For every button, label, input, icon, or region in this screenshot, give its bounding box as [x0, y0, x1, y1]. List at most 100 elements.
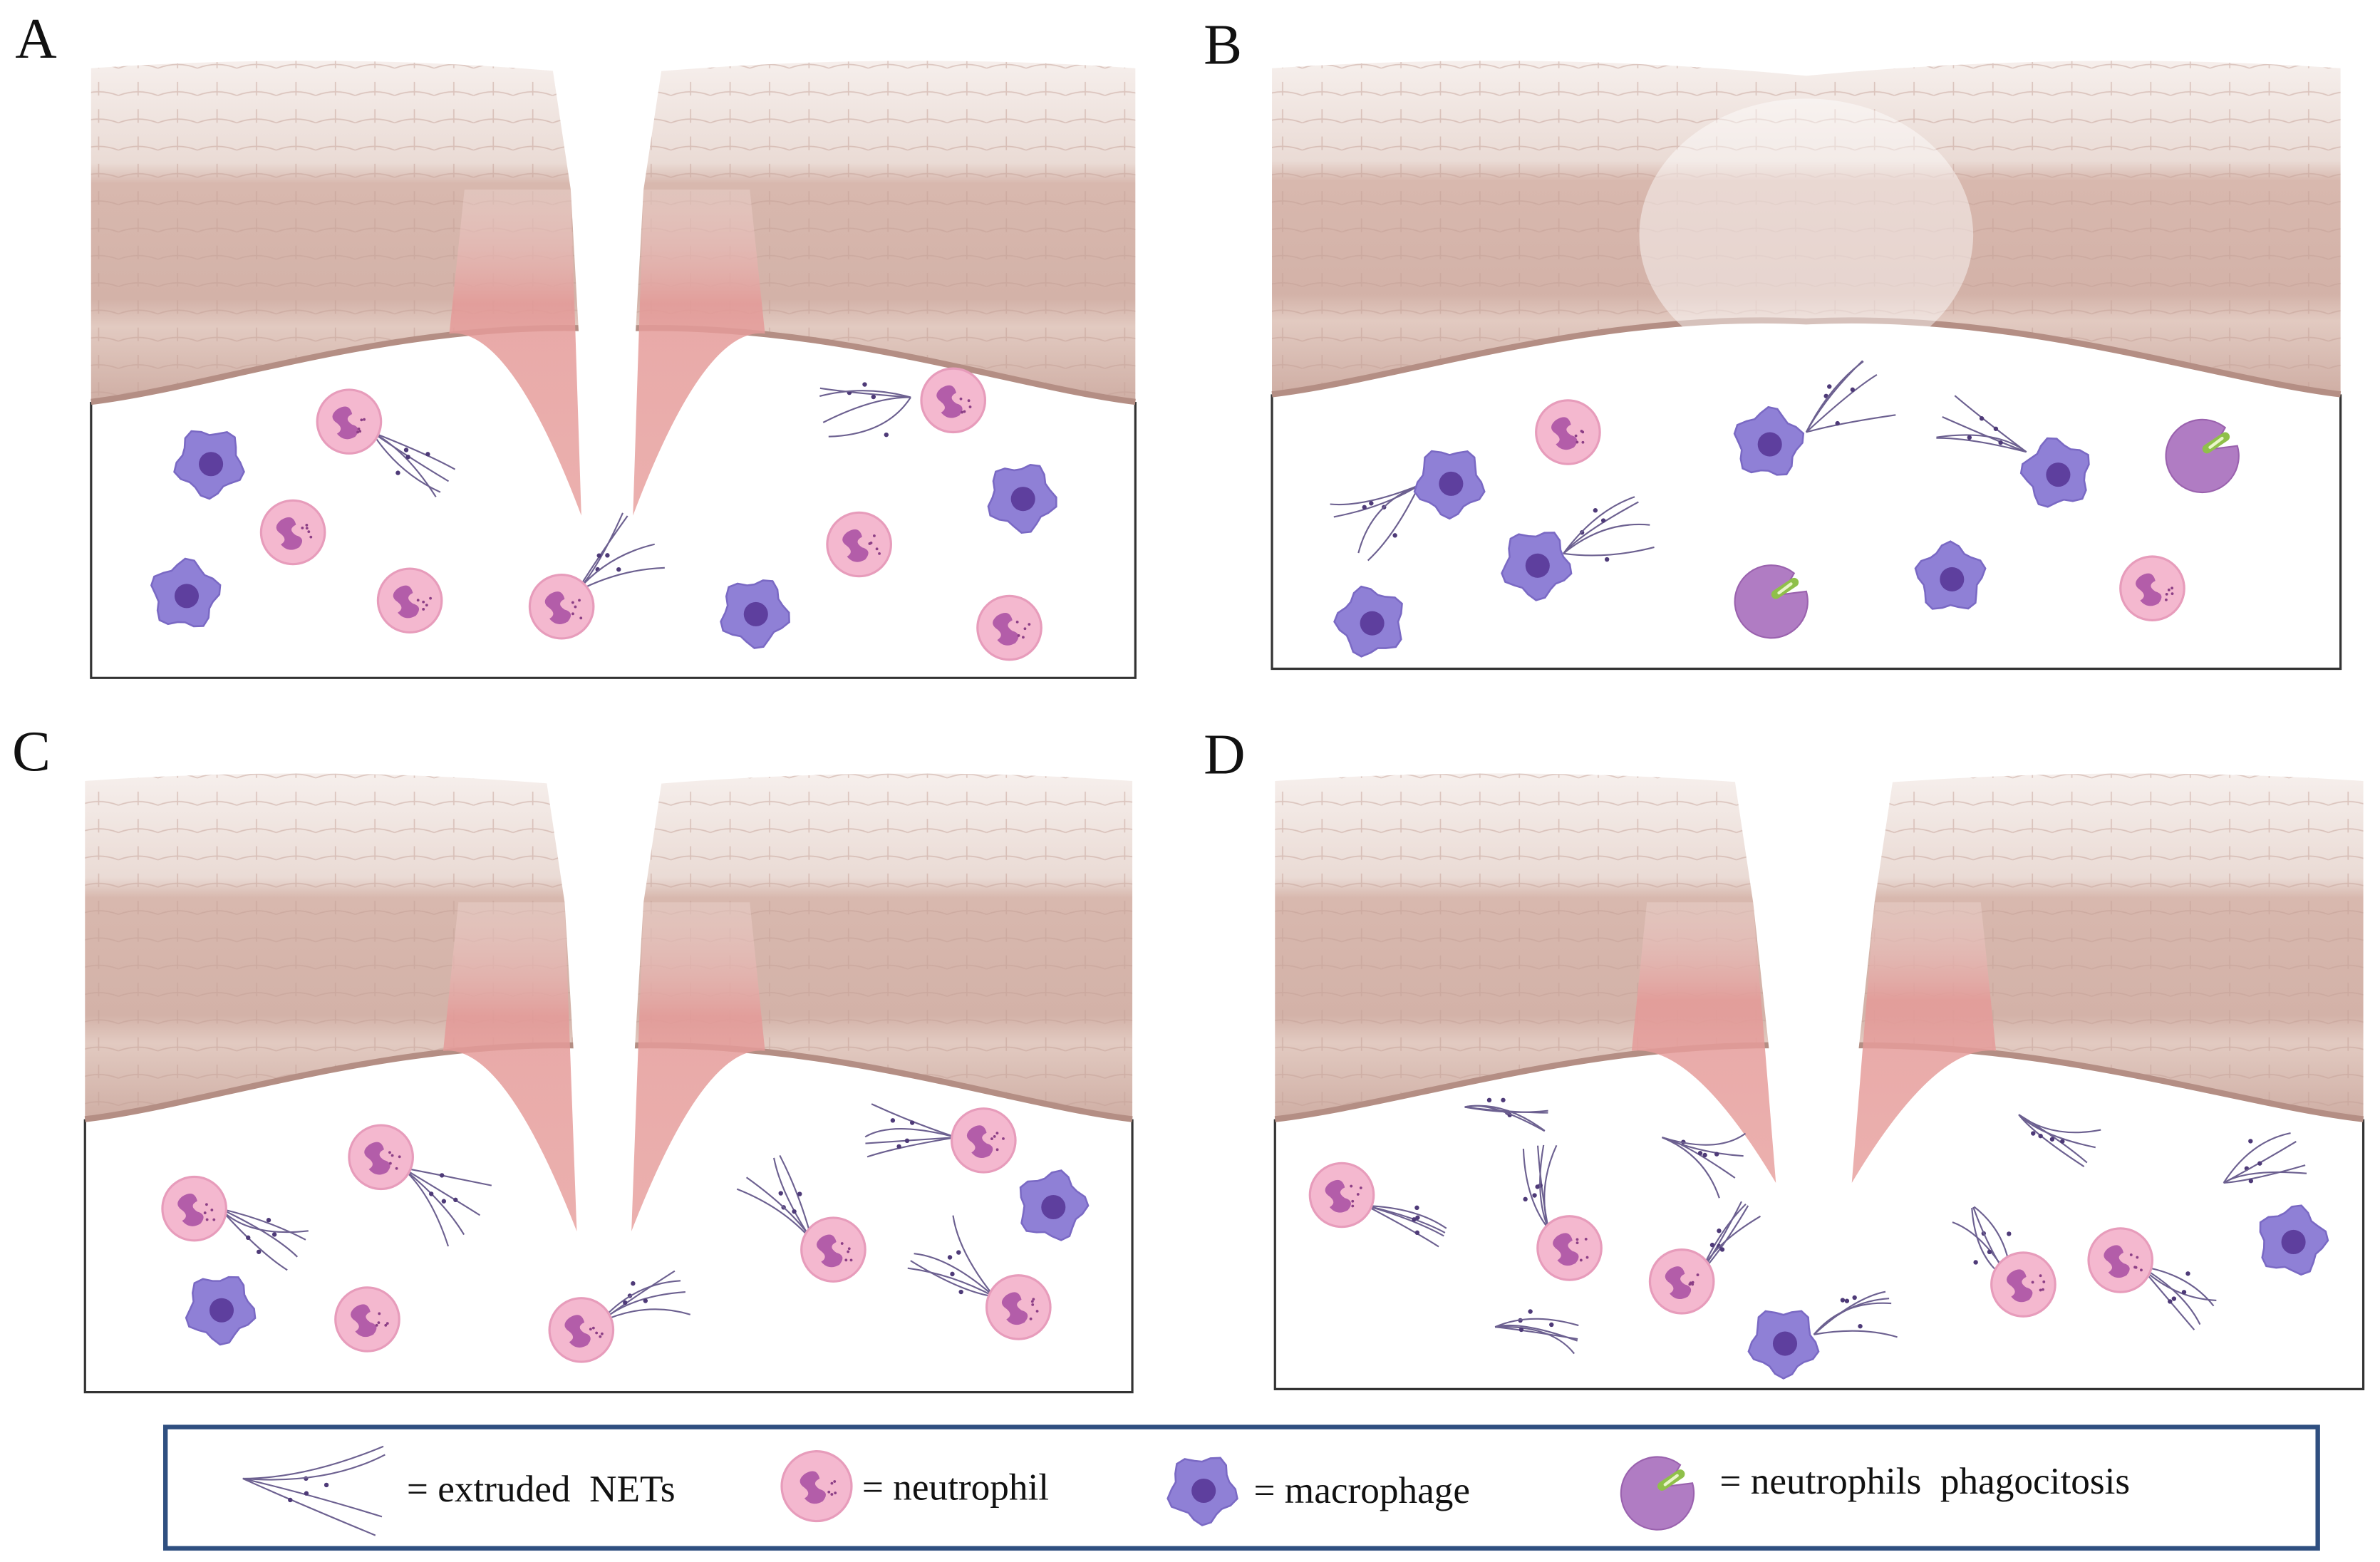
- wound-edge: [449, 190, 581, 516]
- neutrophil-nucleus: [544, 591, 571, 624]
- net-dot: [2248, 1139, 2253, 1144]
- granule: [2129, 1253, 2133, 1256]
- net-strand: [819, 390, 911, 398]
- granule: [2042, 1288, 2044, 1291]
- net-dot: [958, 1289, 963, 1295]
- granule: [358, 430, 362, 433]
- net-strand: [1954, 395, 2027, 453]
- net-dot: [324, 1482, 329, 1488]
- net-dot: [2049, 1137, 2055, 1142]
- net-dot: [792, 1209, 797, 1214]
- phagocyte: [1734, 564, 1809, 639]
- net-dot: [1486, 1097, 1492, 1103]
- granule: [968, 405, 972, 408]
- neutrophil-nucleus: [1001, 1292, 1028, 1325]
- net-strand: [401, 1167, 465, 1236]
- neutrophil-nucleus: [177, 1194, 204, 1226]
- net-dot: [643, 1298, 648, 1303]
- neutrophil-nucleus: [364, 1142, 390, 1175]
- net-dot: [947, 1255, 953, 1260]
- wound-edge: [633, 190, 765, 516]
- net-dot: [1604, 557, 1610, 562]
- net-dot: [956, 1250, 961, 1255]
- granule: [2039, 1288, 2042, 1292]
- neutrophil: [1535, 399, 1601, 465]
- net-dot: [1714, 1152, 1719, 1157]
- net-dot: [1979, 416, 1985, 421]
- net-dot: [904, 1138, 910, 1144]
- net-dot: [1709, 1242, 1715, 1248]
- granule: [1688, 1283, 1692, 1286]
- net-dot: [1993, 426, 1999, 431]
- macrophage-nucleus: [1439, 471, 1464, 496]
- net-dot: [1827, 384, 1832, 389]
- macrophage-nucleus: [1010, 487, 1035, 512]
- net-strand: [2018, 1114, 2096, 1149]
- granule: [868, 542, 871, 545]
- net-strand: [819, 387, 911, 398]
- granule: [2165, 592, 2168, 596]
- net-dot: [1844, 1298, 1850, 1303]
- net-strand: [864, 1127, 957, 1139]
- dermis-box: [90, 401, 1137, 679]
- net-strand: [2018, 1114, 2101, 1134]
- net-strand: [1495, 1326, 1578, 1340]
- healing-area: [1639, 98, 1974, 372]
- granule: [873, 534, 876, 537]
- phagocyte: [2165, 418, 2240, 494]
- granule: [1350, 1184, 1353, 1188]
- granule: [309, 535, 313, 539]
- neutrophil-nucleus: [966, 1125, 993, 1159]
- net-strand: [822, 396, 911, 423]
- neutrophil: [348, 1124, 414, 1191]
- neutrophil: [976, 594, 1042, 661]
- net-strand: [1936, 437, 2027, 453]
- neutrophil: [800, 1216, 866, 1283]
- net-strand: [242, 1477, 383, 1518]
- granule: [579, 616, 583, 620]
- net-strand: [1662, 1132, 1747, 1146]
- granule: [591, 1326, 595, 1330]
- neutrophil: [316, 388, 383, 455]
- granule: [963, 410, 966, 413]
- net-strand: [910, 1260, 995, 1298]
- net-dot: [1369, 501, 1374, 506]
- net-strand: [242, 1445, 384, 1480]
- panel-label: C: [12, 720, 51, 783]
- macrophage-nucleus: [2281, 1229, 2306, 1254]
- net-dot: [429, 1191, 434, 1196]
- granule: [2134, 1266, 2138, 1269]
- granule: [384, 1323, 388, 1327]
- granule: [395, 1167, 398, 1170]
- net-strand: [1366, 1204, 1447, 1229]
- legend-icons: [242, 1445, 1695, 1536]
- granule: [1576, 1241, 1579, 1245]
- net-strand: [1563, 501, 1639, 554]
- granule: [1581, 430, 1585, 434]
- basal-edge: [1271, 317, 2342, 398]
- net-strand: [242, 1477, 376, 1536]
- granule: [212, 1218, 216, 1221]
- net-strand: [907, 1267, 995, 1298]
- net-strand: [828, 396, 911, 438]
- net-dot: [1415, 1215, 1420, 1220]
- granule: [571, 601, 574, 604]
- net-strand: [599, 1308, 691, 1323]
- legend-label: = neutrophils phagocitosis: [1719, 1460, 2130, 1502]
- net-dot: [605, 553, 610, 558]
- net-dot: [2181, 1290, 2187, 1295]
- panel-label: A: [15, 7, 56, 71]
- granule: [599, 1335, 602, 1338]
- net-dot: [1593, 508, 1598, 513]
- net-dot: [405, 455, 410, 460]
- granule: [386, 1322, 389, 1325]
- net-dot: [425, 452, 430, 457]
- neutrophil-nucleus: [2136, 573, 2162, 606]
- net-dot: [1967, 435, 1972, 440]
- net-strand: [1495, 1325, 1576, 1355]
- net-dot: [884, 432, 889, 438]
- granule: [578, 599, 581, 602]
- net-strand: [1365, 1204, 1444, 1237]
- net-dot: [395, 470, 400, 475]
